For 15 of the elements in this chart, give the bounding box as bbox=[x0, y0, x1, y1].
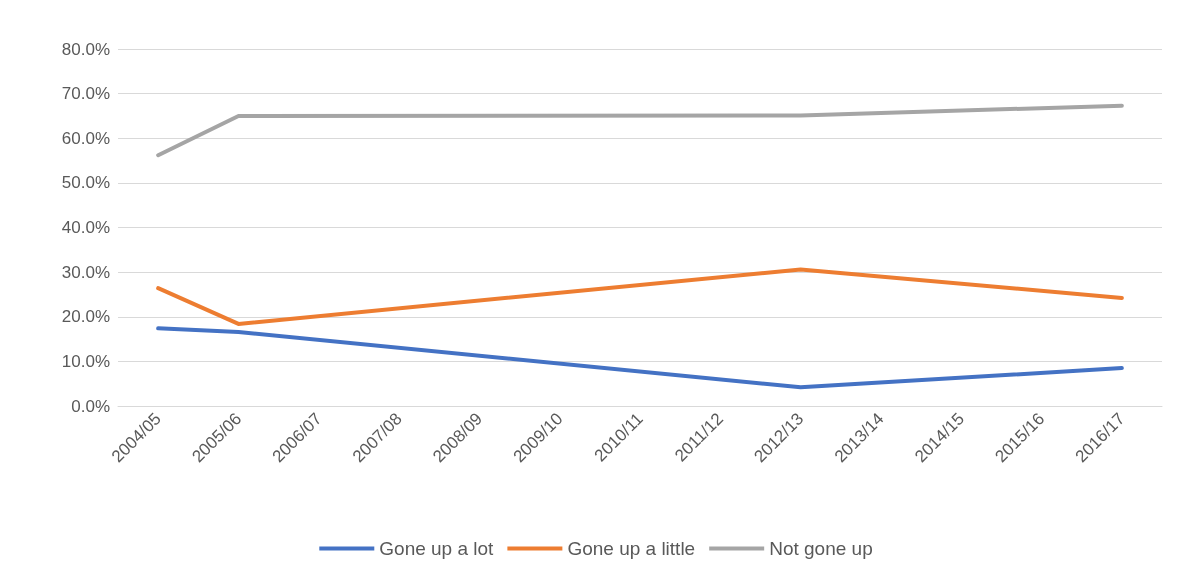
y-tick-label: 40.0% bbox=[61, 218, 110, 237]
y-tick-label: 20.0% bbox=[61, 307, 110, 327]
y-tick-label: 60.0% bbox=[61, 128, 110, 148]
line-series bbox=[156, 267, 1124, 326]
legend-label: Not gone up bbox=[769, 538, 873, 559]
legend-label: Gone up a little bbox=[567, 538, 696, 559]
y-tick-label: 80.0% bbox=[61, 39, 110, 59]
y-tick-label: 30.0% bbox=[61, 262, 110, 282]
y-tick-label: 50.0% bbox=[61, 173, 110, 193]
y-tick-label: 0.0% bbox=[71, 396, 110, 416]
line-series bbox=[156, 326, 1124, 390]
y-tick-label: 70.0% bbox=[61, 84, 110, 104]
y-tick-label: 10.0% bbox=[61, 351, 110, 371]
legend-label: Gone up a lot bbox=[379, 538, 495, 559]
line-series bbox=[156, 103, 1124, 158]
